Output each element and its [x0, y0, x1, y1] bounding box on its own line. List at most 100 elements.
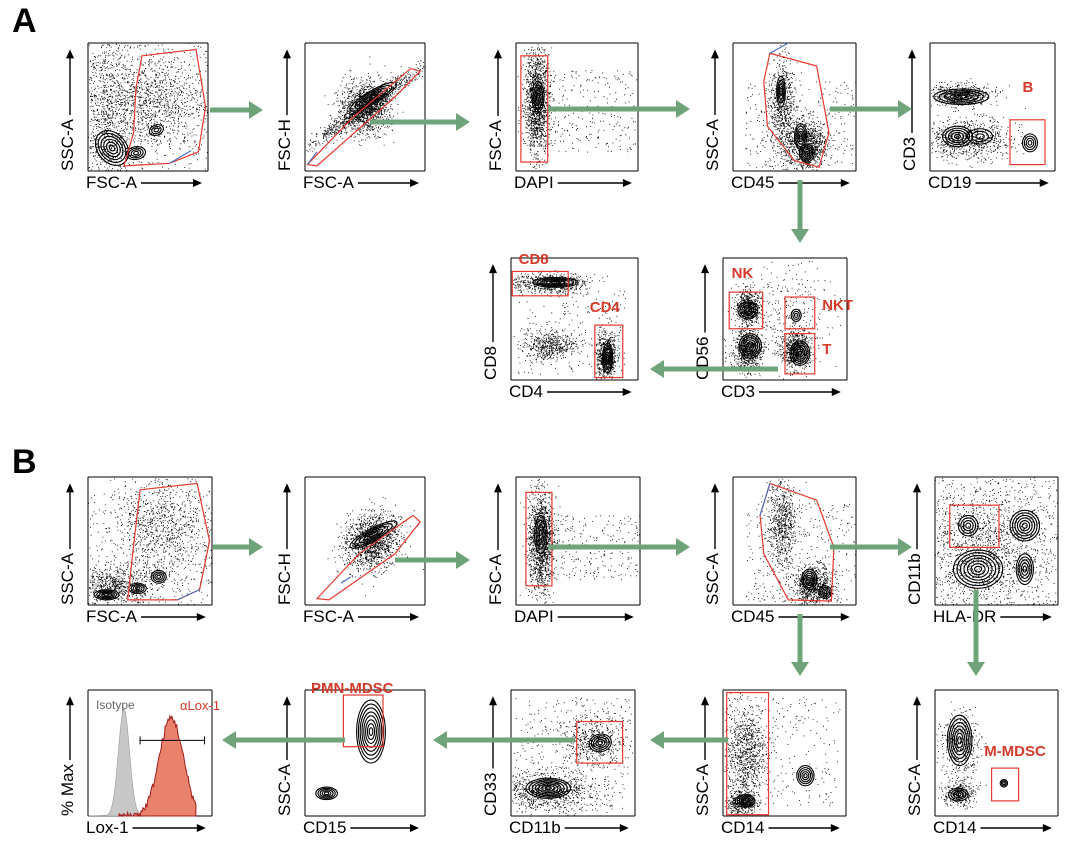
event-dots: [724, 692, 779, 814]
contour-population: [947, 787, 969, 802]
plot-a6: CD3 CD56: [677, 238, 861, 410]
contour-population: [737, 301, 759, 320]
gate-cd4: [594, 324, 624, 379]
plot-area: [732, 42, 857, 172]
gate-edge: [340, 576, 351, 584]
plot-b4: CD45 SSC-A: [687, 457, 870, 635]
event-dots: [931, 108, 1027, 168]
y-axis-arrowhead: [283, 49, 291, 59]
lox1-histogram: [118, 714, 197, 818]
arrow-a4-a5: [830, 100, 912, 118]
event-dots: [512, 760, 629, 816]
arrow-a1-a2: [210, 101, 263, 119]
axis-arrows: [701, 696, 840, 832]
arrow-b8-b9: [433, 731, 575, 749]
x-axis-label: CD3: [721, 382, 756, 401]
axis-arrows: [913, 696, 1052, 832]
x-axis-arrowhead: [196, 824, 206, 832]
arrow-b1-b2: [213, 538, 263, 556]
contour-population: [790, 308, 802, 322]
y-axis-arrowhead: [494, 49, 502, 59]
plot-area: [929, 42, 1056, 172]
y-axis-arrowhead: [913, 483, 921, 493]
gate-label-cd4: CD4: [589, 299, 620, 317]
event-dots: [93, 478, 212, 603]
gate-nk: [728, 291, 764, 330]
x-axis-arrowhead: [830, 824, 840, 832]
contour-population: [588, 733, 612, 753]
contour-population: [125, 146, 147, 161]
contour-population: [531, 80, 545, 113]
arrow-a3-a4: [548, 100, 690, 118]
gate-label-t: T: [822, 340, 832, 358]
x-axis-label: FSC-A: [86, 607, 137, 626]
x-axis-label: CD4: [509, 382, 544, 401]
gate-nkt: [784, 296, 816, 330]
plot-a5: CD19 CD3: [884, 23, 1069, 201]
panel-letter-b: B: [12, 443, 37, 481]
event-dots: [774, 106, 841, 171]
gate-singlets: [315, 514, 422, 601]
event-dots: [519, 479, 563, 604]
contour-population: [946, 714, 973, 767]
plot-a1: FSC-A SSC-A: [42, 23, 222, 201]
y-axis-arrowhead: [489, 264, 497, 274]
plot-area: [304, 689, 426, 817]
plot-area: [87, 42, 209, 172]
axis-arrows: [701, 264, 841, 396]
axis-arrows: [913, 483, 1052, 621]
contour-population: [801, 568, 818, 591]
gate-edge: [306, 151, 318, 165]
event-dots: [513, 323, 592, 373]
plot-area: [87, 476, 213, 606]
x-axis-arrowhead: [196, 613, 206, 621]
contour-population: [966, 128, 994, 145]
y-axis-arrowhead: [908, 49, 916, 59]
plot-b6: CD14 SSC-A: [889, 670, 1072, 846]
contour-population: [776, 75, 786, 108]
plot-area: [304, 476, 426, 606]
x-axis-label: Lox-1: [86, 818, 129, 837]
x-axis-label: DAPI: [514, 607, 554, 626]
x-axis-label: HLA-DR: [933, 607, 997, 626]
x-axis-arrowhead: [1039, 179, 1049, 187]
x-axis-arrowhead: [840, 179, 850, 187]
axis-arrows: [489, 696, 629, 832]
gate-label-nk: NK: [731, 265, 754, 283]
gate-edge: [177, 589, 200, 601]
axis-arrows: [489, 264, 632, 396]
contour-population: [93, 589, 120, 601]
arrow-a6-a7: [650, 360, 778, 378]
x-axis-label: FSC-A: [303, 173, 354, 192]
x-axis-label: FSC-A: [303, 607, 354, 626]
x-axis-label: FSC-A: [86, 173, 137, 192]
x-axis-label: CD14: [933, 818, 977, 837]
plot-b1: FSC-A SSC-A: [42, 457, 226, 635]
plot-b3: DAPI FSC-A: [470, 457, 654, 635]
plot-area: [510, 689, 636, 817]
x-axis-arrowhead: [1042, 824, 1052, 832]
plot-a4: CD45 SSC-A: [687, 23, 870, 201]
plot-a7: CD4 CD8: [465, 238, 652, 410]
axis-arrows: [283, 483, 419, 621]
arrow-b2-b3: [395, 551, 470, 569]
event-dots: [938, 778, 987, 810]
x-axis-arrowhead: [410, 179, 419, 187]
plot-b9: CD15 SSC-A: [259, 670, 439, 846]
gate-cd14-neg: [726, 691, 770, 816]
plot-area: [515, 476, 641, 606]
axis-arrows: [66, 49, 202, 187]
contour-population: [796, 765, 815, 787]
gate-m-mdsc: [990, 767, 1020, 802]
plot-b7: CD14 SSC-A: [677, 670, 860, 846]
event-dots: [936, 701, 988, 793]
event-dots: [764, 45, 802, 170]
gate-label-nkt: NKT: [822, 297, 854, 315]
arrow-b7-b8: [650, 731, 728, 749]
contour-population: [734, 794, 756, 808]
gate-cd45: [759, 482, 835, 602]
arrow-b9-b10: [222, 731, 345, 749]
axis-arrows: [283, 49, 419, 187]
y-axis-arrowhead: [494, 483, 502, 493]
gate-cd45: [763, 52, 830, 168]
